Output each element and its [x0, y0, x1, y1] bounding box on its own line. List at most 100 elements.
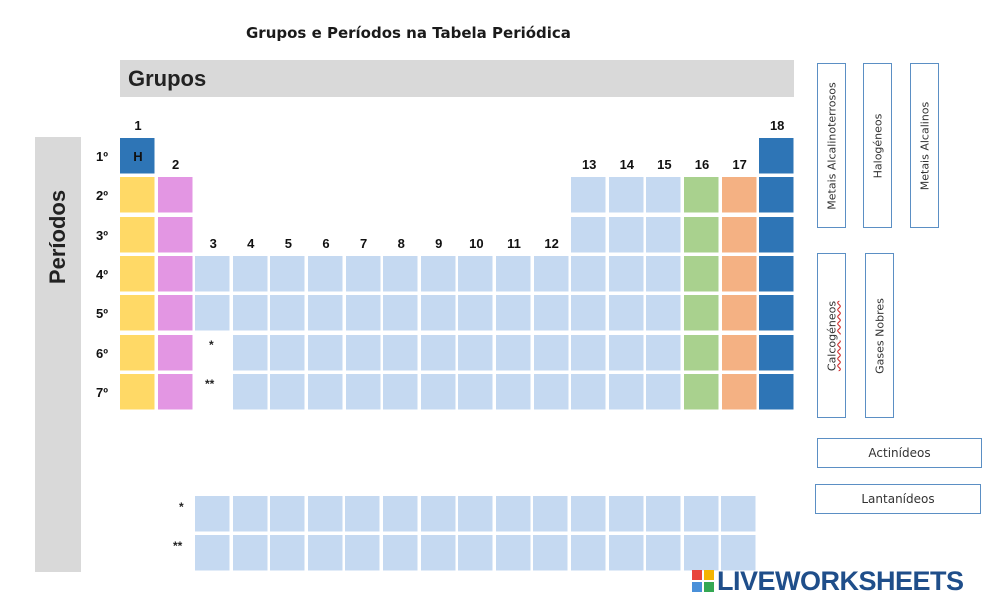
element-cell: [157, 216, 194, 254]
answer-box-halogens[interactable]: Halogéneos: [863, 63, 892, 228]
f-block-cell: [383, 496, 419, 533]
group-label: 12: [544, 235, 559, 251]
answer-label-halogens: Halogéneos: [871, 113, 884, 178]
element-cell: [458, 255, 495, 293]
element-cell: [759, 216, 796, 254]
element-cell: [608, 177, 645, 215]
f-block-cell: [608, 496, 645, 533]
element-cell: [608, 295, 645, 333]
element-cell: [157, 295, 194, 333]
group-label: 5: [284, 235, 292, 251]
group-label: 11: [507, 235, 521, 251]
element-cell: [759, 373, 796, 411]
element-cell: [646, 373, 683, 411]
groups-header: Grupos: [128, 66, 207, 91]
element-cell: [308, 255, 344, 293]
element-cell: [458, 373, 495, 411]
element-cell: [270, 373, 307, 411]
f-block-cell: [721, 535, 758, 572]
answer-box-noble-gases[interactable]: Gases Nobres: [865, 253, 894, 418]
f-block-cell: [458, 496, 495, 533]
f-block-cell: [420, 535, 457, 572]
element-cell: [120, 177, 156, 215]
element-cell: [120, 255, 156, 293]
f-block-cell: [195, 535, 231, 572]
element-cell: [608, 216, 645, 254]
element-cell: [646, 295, 683, 333]
element-cell: [420, 255, 457, 293]
element-cell: [721, 373, 758, 411]
element-cell: [496, 295, 532, 333]
group-label: 2: [171, 157, 180, 173]
group-label: 1: [134, 118, 142, 133]
element-cell: [195, 255, 232, 293]
element-cell: [684, 295, 720, 333]
element-cell: [345, 334, 382, 372]
logo-mark-icon: [692, 570, 714, 592]
element-cell: [270, 295, 307, 333]
watermark-text: LIVEWORKSHEETS: [717, 565, 964, 596]
answer-label-lanthanides: Lantanídeos: [861, 492, 935, 506]
element-cell: [383, 255, 420, 293]
element-cell: [608, 255, 645, 293]
element-cell: [232, 334, 269, 372]
f-block-cell: [721, 496, 758, 533]
answer-label-noble-gases: Gases Nobres: [873, 297, 886, 374]
element-cell: [646, 216, 683, 254]
element-cell: [721, 334, 758, 372]
f-block-cell: [307, 496, 344, 533]
element-cell: [571, 295, 608, 333]
element-cell: [308, 295, 344, 333]
element-cell: [120, 295, 156, 333]
answer-box-alkali[interactable]: Metais Alcalinos: [910, 63, 939, 228]
answer-label-alkaline-earth: Metais Alcalinoterrosos: [825, 81, 838, 210]
group-label: 8: [397, 235, 405, 251]
f-block-cell: [307, 535, 344, 572]
f-block-cell: [495, 535, 532, 572]
answer-box-lanthanides[interactable]: Lantanídeos: [815, 484, 981, 514]
periods-header: Períodos: [45, 189, 70, 285]
element-cell: [721, 295, 758, 333]
element-cell: [157, 255, 194, 293]
answer-label-actinides: Actinídeos: [868, 446, 931, 460]
answer-label-alkali: Metais Alcalinos: [918, 101, 931, 190]
element-cell: [458, 295, 495, 333]
f-block-cell: [232, 496, 269, 533]
answer-box-alkaline-earth[interactable]: Metais Alcalinoterrosos: [817, 63, 846, 228]
f-block-cell: [270, 496, 307, 533]
element-cell: [383, 295, 420, 333]
element-cell: [533, 255, 570, 293]
period-label: 5º: [96, 306, 108, 322]
answer-box-chalcogens[interactable]: Calcogéneos: [817, 253, 846, 418]
element-cell: [684, 216, 720, 254]
element-cell: [345, 295, 382, 333]
f-block-cell: [533, 535, 570, 572]
element-cell: [157, 334, 194, 372]
period-label: 1º: [96, 149, 108, 164]
element-cell: [345, 255, 382, 293]
f-block-cell: [345, 496, 382, 533]
answer-box-actinides[interactable]: Actinídeos: [817, 438, 982, 468]
element-cell-hydrogen: H: [120, 138, 156, 175]
f-block-cell: [270, 535, 307, 572]
element-cell: [608, 373, 645, 411]
element-cell: [571, 373, 608, 411]
f-block-cell: [195, 496, 231, 533]
element-cell: [458, 334, 495, 372]
element-cell: [195, 295, 232, 333]
f-block-cell: [608, 535, 645, 572]
element-cell: [646, 177, 683, 215]
f-block-cell: [646, 535, 683, 572]
f-block-cell: [533, 496, 570, 533]
lanthanide-row-marker: *: [179, 500, 184, 514]
f-block-cell: [232, 535, 269, 572]
f-block-cell: [571, 535, 607, 572]
element-cell: [232, 295, 269, 333]
element-cell: [496, 334, 532, 372]
element-cell: [232, 255, 269, 293]
element-cell: [684, 334, 720, 372]
element-cell: [420, 373, 457, 411]
element-cell: [721, 177, 758, 215]
element-cell: [759, 138, 796, 175]
element-cell: [308, 373, 344, 411]
